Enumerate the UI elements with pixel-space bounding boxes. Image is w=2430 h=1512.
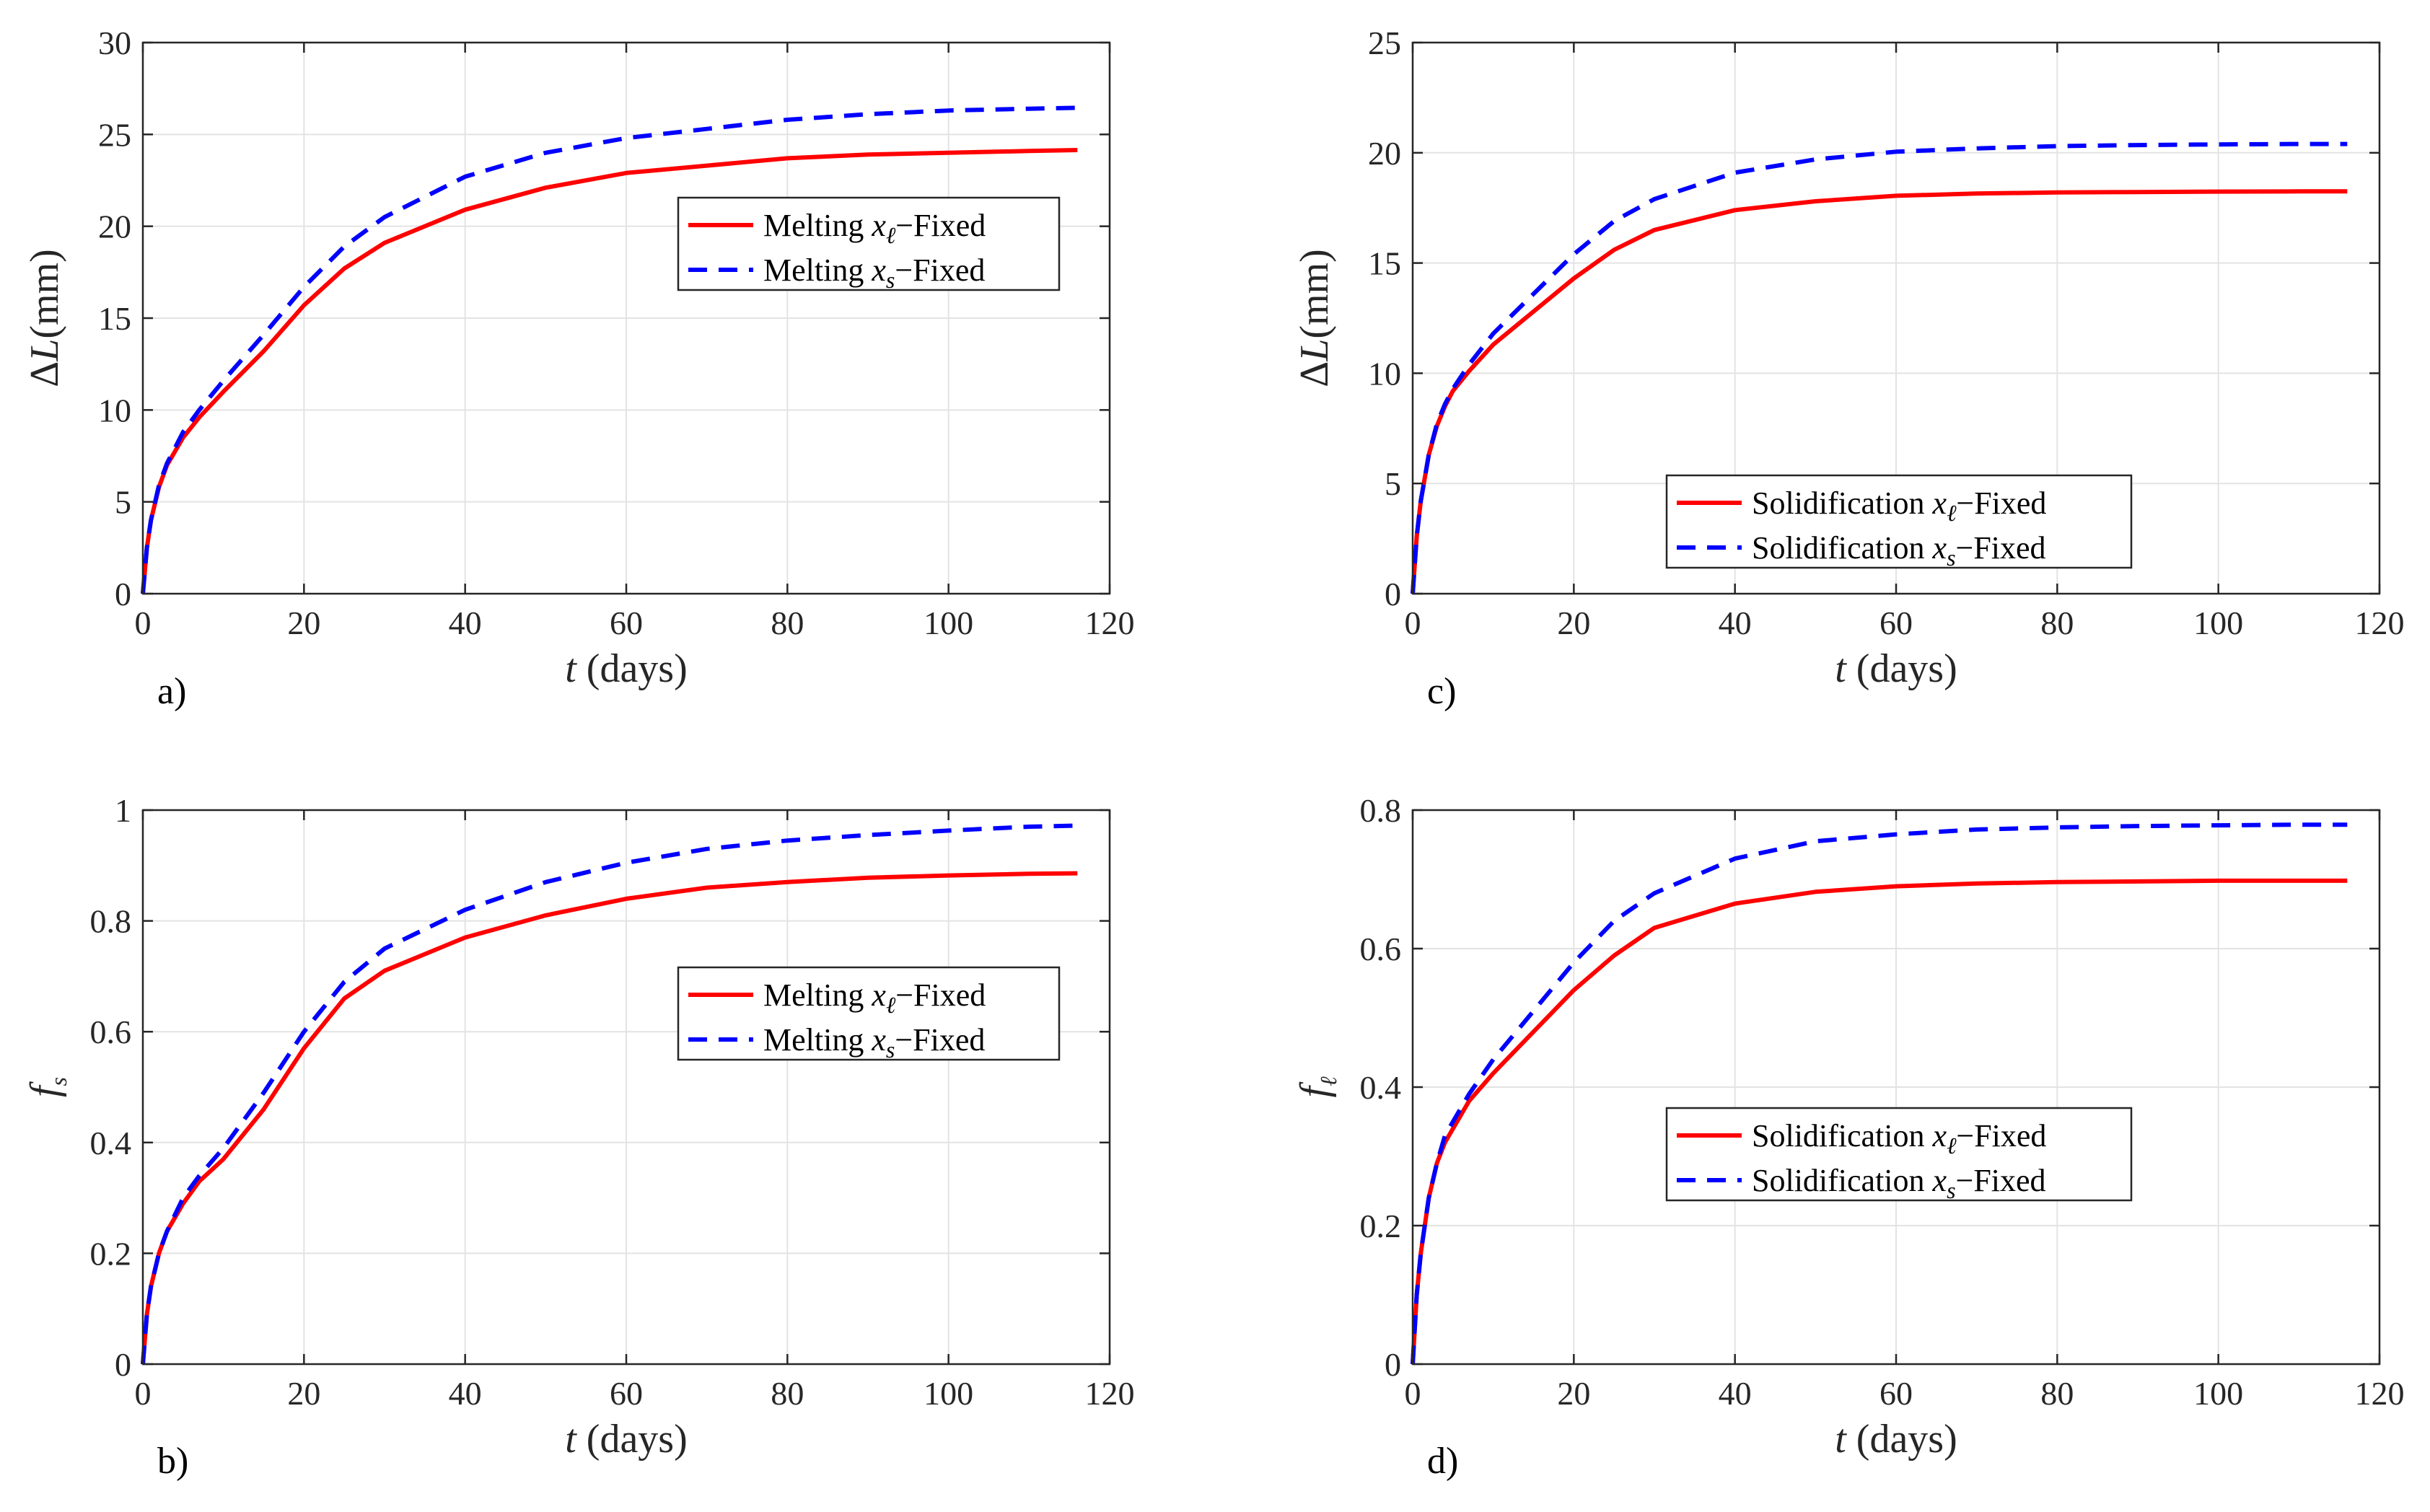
legend-box bbox=[677, 196, 1061, 291]
legend-label: Melting xs−Fixed bbox=[763, 252, 985, 293]
chart-panel-1: 0 20 40 60 80 100 120 0 5 10 15 20 25 30 t (days) ΔL(mm… bbox=[22, 25, 1135, 712]
y-tick-label: 0.6 bbox=[1360, 931, 1402, 967]
x-tick-label: 0 bbox=[1405, 1375, 1421, 1412]
x-tick-label: 80 bbox=[2040, 605, 2074, 641]
x-tick-label: 20 bbox=[1557, 605, 1590, 641]
series-line-dashed bbox=[1411, 822, 2348, 1365]
legend-box bbox=[677, 966, 1061, 1061]
legend-label: Solidification xℓ−Fixed bbox=[1752, 485, 2046, 526]
y-axis-title: fℓ bbox=[1292, 1076, 1341, 1098]
y-tick-label: 0.8 bbox=[1360, 792, 1402, 829]
y-tick-label: 20 bbox=[98, 208, 131, 245]
x-tick-label: 40 bbox=[449, 605, 482, 641]
series-line-solid bbox=[141, 148, 1078, 594]
y-tick-label: 30 bbox=[98, 25, 131, 61]
x-tick-label: 120 bbox=[2355, 605, 2405, 641]
y-tick-label: 0 bbox=[115, 576, 131, 612]
legend-label: Solidification xs−Fixed bbox=[1752, 530, 2046, 571]
x-tick-label: 40 bbox=[1719, 1375, 1752, 1412]
y-axis-title: fs bbox=[22, 1077, 71, 1097]
y-tick-label: 0.2 bbox=[90, 1235, 132, 1272]
x-tick-label: 0 bbox=[135, 605, 152, 641]
series-line-dashed bbox=[141, 105, 1078, 594]
y-tick-label: 25 bbox=[1368, 25, 1401, 61]
x-tick-label: 20 bbox=[287, 605, 320, 641]
legend-label: Solidification xs−Fixed bbox=[1752, 1163, 2046, 1203]
x-axis-title: t (days) bbox=[565, 1417, 688, 1462]
legend-box bbox=[1665, 1107, 2133, 1202]
x-tick-label: 80 bbox=[2040, 1375, 2074, 1412]
x-tick-label: 80 bbox=[771, 1375, 804, 1412]
y-tick-label: 1 bbox=[115, 792, 131, 829]
x-tick-label: 120 bbox=[1085, 605, 1135, 641]
x-tick-label: 60 bbox=[1879, 605, 1913, 641]
legend-label: Solidification xℓ−Fixed bbox=[1752, 1118, 2046, 1159]
y-tick-label: 0 bbox=[115, 1346, 131, 1383]
legend-label: Melting xℓ−Fixed bbox=[763, 977, 986, 1018]
y-tick-label: 0.2 bbox=[1360, 1208, 1402, 1244]
legend-label: Melting xℓ−Fixed bbox=[763, 208, 986, 248]
series-line-solid bbox=[141, 871, 1078, 1365]
x-tick-label: 120 bbox=[1085, 1375, 1135, 1412]
y-tick-label: 15 bbox=[1368, 245, 1401, 282]
panel-label: d) bbox=[1427, 1441, 1458, 1482]
panel-label: b) bbox=[157, 1441, 188, 1482]
chart-panel-4: 0 20 40 60 80 100 120 0 0.2 0.4 0.6 0.8 t (days) fℓ So… bbox=[1292, 792, 2405, 1482]
x-axis-title: t (days) bbox=[1835, 1417, 1957, 1462]
x-tick-label: 100 bbox=[924, 1375, 973, 1412]
series-line-dashed bbox=[141, 823, 1078, 1365]
series-line-dashed bbox=[1411, 141, 2348, 594]
y-tick-label: 0.4 bbox=[90, 1125, 132, 1161]
x-axis-title: t (days) bbox=[1835, 646, 1957, 691]
x-tick-label: 20 bbox=[1557, 1375, 1590, 1412]
x-tick-label: 120 bbox=[2355, 1375, 2405, 1412]
chart-panel-3: 0 20 40 60 80 100 120 0 5 10 15 20 25 t (days) ΔL(mm) S… bbox=[1292, 25, 2405, 712]
y-tick-label: 0.6 bbox=[90, 1014, 132, 1050]
x-axis-title: t (days) bbox=[565, 646, 688, 691]
x-tick-label: 60 bbox=[610, 1375, 643, 1412]
y-tick-label: 10 bbox=[98, 392, 131, 428]
x-tick-label: 100 bbox=[2193, 605, 2243, 641]
y-tick-label: 10 bbox=[1368, 355, 1401, 392]
y-tick-label: 0.8 bbox=[90, 903, 132, 940]
y-tick-label: 20 bbox=[1368, 135, 1401, 172]
y-tick-label: 5 bbox=[1385, 465, 1401, 502]
y-tick-label: 15 bbox=[98, 300, 131, 337]
y-tick-label: 25 bbox=[98, 116, 131, 153]
x-tick-label: 100 bbox=[924, 605, 973, 641]
x-tick-label: 0 bbox=[135, 1375, 152, 1412]
y-tick-label: 0 bbox=[1385, 576, 1401, 612]
legend-label: Melting xs−Fixed bbox=[763, 1022, 985, 1063]
y-tick-label: 5 bbox=[115, 484, 131, 521]
x-tick-label: 60 bbox=[610, 605, 643, 641]
x-tick-label: 0 bbox=[1405, 605, 1421, 641]
x-tick-label: 20 bbox=[287, 1375, 320, 1412]
x-tick-label: 100 bbox=[2193, 1375, 2243, 1412]
chart-panel-2: 0 20 40 60 80 100 120 0 0.2 0.4 0.6 0.8 1 t (days) fs M… bbox=[22, 792, 1135, 1482]
y-tick-label: 0 bbox=[1385, 1346, 1401, 1383]
y-axis-title: ΔL(mm) bbox=[1292, 249, 1337, 387]
x-tick-label: 60 bbox=[1879, 1375, 1913, 1412]
x-tick-label: 80 bbox=[771, 605, 804, 641]
y-tick-label: 0.4 bbox=[1360, 1069, 1402, 1106]
legend-box bbox=[1665, 474, 2133, 569]
x-tick-label: 40 bbox=[1719, 605, 1752, 641]
panel-label: a) bbox=[157, 671, 186, 712]
y-axis-title: ΔL(mm) bbox=[22, 249, 67, 387]
panel-label: c) bbox=[1427, 671, 1456, 712]
x-tick-label: 40 bbox=[449, 1375, 482, 1412]
